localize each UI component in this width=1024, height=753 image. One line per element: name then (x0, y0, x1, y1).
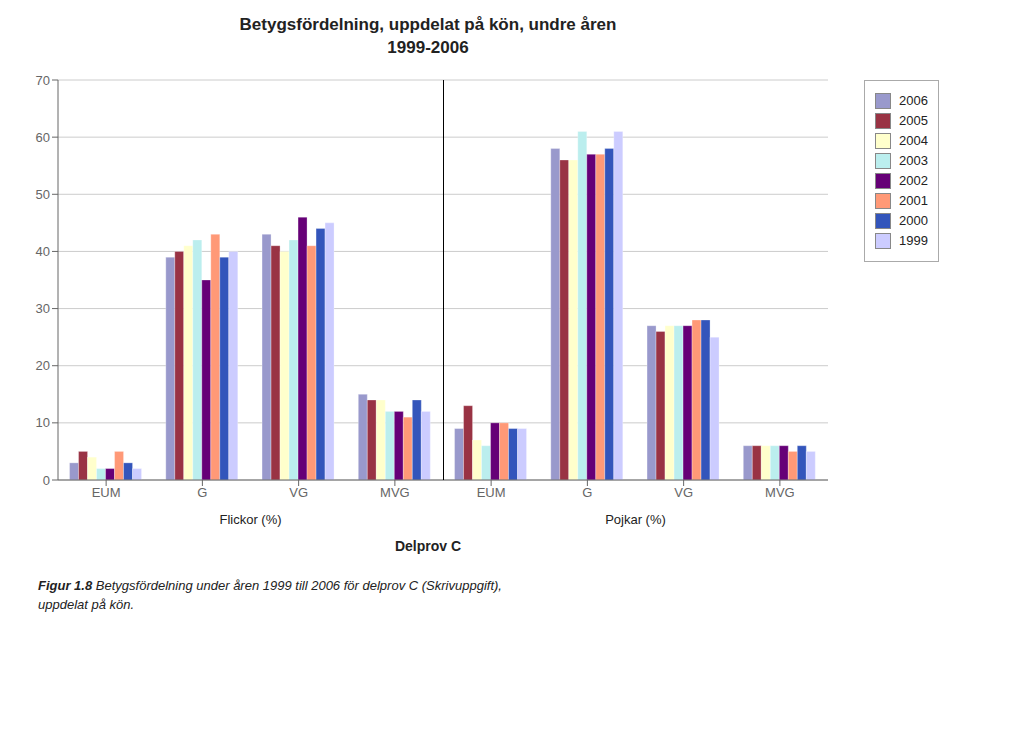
html-text:uppdelat på kön.: uppdelat på kön. (38, 597, 135, 613)
svg-text:VG: VG (289, 485, 308, 500)
svg-text:G: G (582, 485, 592, 500)
svg-text:70: 70 (36, 72, 50, 87)
html-text:1999: 1999 (899, 233, 928, 249)
svg-text:40: 40 (36, 244, 50, 259)
html-text:2002: 2002 (899, 173, 928, 189)
svg-text:20: 20 (36, 358, 50, 373)
svg-text:MVG: MVG (380, 485, 410, 500)
svg-text:G: G (197, 485, 207, 500)
svg-text:VG: VG (674, 485, 693, 500)
html-text:2005: 2005 (899, 113, 928, 129)
svg-text:60: 60 (36, 130, 50, 145)
html-text:Figur 1.8 Betygsfördelning und: Figur 1.8 Betygsfördelning under åren 19… (38, 577, 502, 593)
svg-text:30: 30 (36, 301, 50, 316)
svg-text:EUM: EUM (477, 485, 506, 500)
html-text:2000: 2000 (899, 213, 928, 229)
svg-text:EUM: EUM (92, 485, 121, 500)
svg-text:10: 10 (36, 415, 50, 430)
svg-text:MVG: MVG (765, 485, 795, 500)
html-text:Flickor (%): Flickor (%) (219, 511, 282, 527)
html-text:2001: 2001 (899, 193, 928, 209)
html-text:2006: 2006 (899, 93, 928, 109)
svg-text:50: 50 (36, 187, 50, 202)
html-text:Pojkar (%): Pojkar (%) (605, 511, 666, 527)
html-text:2003: 2003 (899, 153, 928, 169)
html-text:Delprov C: Delprov C (394, 537, 462, 554)
html-text:Betygsfördelning, uppdelat på: Betygsfördelning, uppdelat på kön, undre… (239, 15, 617, 57)
html-text:2004: 2004 (899, 133, 928, 149)
svg-text:0: 0 (43, 472, 50, 487)
